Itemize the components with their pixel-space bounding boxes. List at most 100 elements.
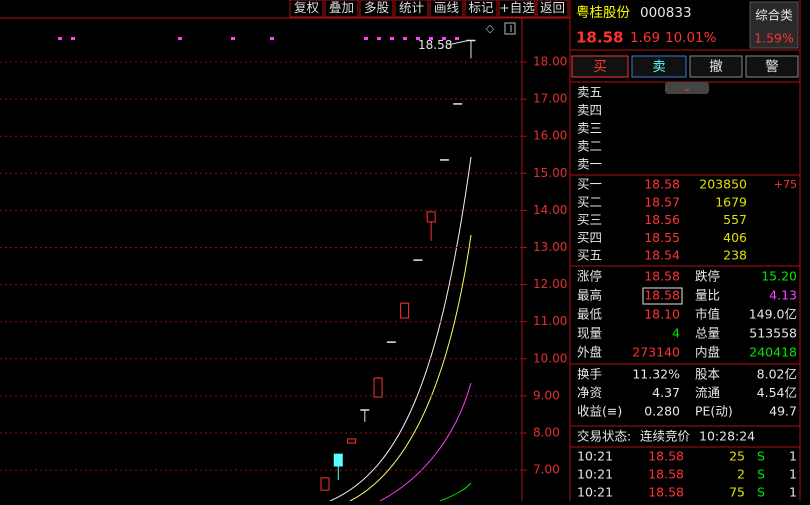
toolbar-label: +自选 — [499, 0, 535, 15]
finance-value: 8.02亿 — [757, 367, 797, 382]
stat-value: 18.10 — [644, 307, 680, 322]
buy-price: 18.57 — [644, 194, 680, 209]
finance-value: 49.7 — [769, 404, 797, 419]
buy-volume: 203850 — [699, 177, 747, 192]
icon[interactable]: ◇ — [486, 22, 495, 35]
sell-level-label: 卖一 — [577, 157, 602, 172]
order-button[interactable] — [571, 55, 629, 78]
finance-value: 11.32% — [632, 367, 680, 382]
order-button-label: 卖 — [652, 59, 666, 75]
stat-value: 513558 — [749, 326, 797, 341]
finance-label: PE(动) — [695, 404, 733, 419]
expand-icon[interactable]: ⌄ — [683, 83, 691, 94]
trade-price: 18.58 — [648, 485, 684, 500]
price-annotation: 18.58 — [418, 38, 452, 52]
stat-label: 最低 — [577, 307, 603, 322]
toolbar-button[interactable] — [498, 0, 536, 18]
toolbar-button[interactable] — [289, 0, 324, 18]
toolbar-label: 叠加 — [329, 0, 354, 15]
toolbar-button[interactable] — [324, 0, 359, 18]
expand-tab[interactable] — [665, 82, 709, 94]
buy-level-label: 买五 — [577, 248, 602, 263]
trade-time: 10:21 — [577, 467, 613, 482]
trade-volume: 25 — [729, 449, 745, 464]
price-change: 1.69 — [630, 30, 660, 46]
order-button[interactable] — [689, 55, 743, 78]
buy-level-label: 买一 — [577, 177, 602, 192]
trade-side: S — [757, 449, 765, 464]
candle-body — [400, 302, 410, 319]
finance-value: 4.37 — [652, 385, 680, 400]
sell-level-label: 卖三 — [577, 121, 602, 136]
toolbar-label: 统计 — [399, 0, 424, 15]
toolbar-button[interactable] — [394, 0, 429, 18]
candle-body — [426, 211, 436, 223]
stock-code: 000833 — [640, 5, 692, 21]
order-button-label: 撤 — [709, 59, 723, 75]
trade-volume: 75 — [729, 485, 745, 500]
highlight-box — [642, 287, 683, 305]
toolbar-label: 复权 — [294, 0, 320, 15]
finance-label: 净资 — [577, 385, 602, 400]
stock-name: 粤桂股份 — [576, 5, 630, 21]
order-button[interactable] — [631, 55, 687, 78]
buy-change: +75 — [774, 178, 797, 191]
buy-volume: 1679 — [715, 194, 747, 209]
ma-line — [379, 382, 472, 502]
toolbar-label: 画线 — [434, 0, 460, 15]
trade-price: 18.58 — [648, 467, 684, 482]
sell-level-label: 卖四 — [577, 103, 602, 118]
y-tick-label: 15.00 — [533, 166, 567, 180]
y-tick-label: 18.00 — [533, 55, 567, 69]
stat-label: 涨停 — [577, 269, 602, 284]
toolbar-label: 返回 — [540, 0, 565, 15]
candle-body — [333, 453, 343, 467]
stat-value: 18.58 — [644, 288, 680, 303]
trade-count: 1 — [789, 485, 797, 500]
stat-value: 4 — [672, 326, 680, 341]
icon[interactable] — [504, 22, 516, 35]
stat-value: 149.0亿 — [749, 307, 797, 322]
order-button-label: 警 — [765, 59, 779, 75]
trade-count: 1 — [789, 449, 797, 464]
trade-price: 18.58 — [648, 449, 684, 464]
buy-price: 18.58 — [644, 177, 680, 192]
buy-level-label: 买四 — [577, 230, 602, 245]
candle-body — [320, 477, 330, 491]
y-tick-label: 12.00 — [533, 277, 567, 291]
trade-count: 1 — [789, 467, 797, 482]
signal-markers — [58, 37, 459, 40]
buy-volume: 406 — [723, 230, 747, 245]
stat-value: 240418 — [749, 345, 797, 360]
candle-body — [347, 438, 357, 444]
toolbar-button[interactable] — [429, 0, 464, 18]
stat-label: 总量 — [695, 326, 720, 341]
finance-label: 股本 — [695, 367, 721, 382]
sector-box[interactable] — [749, 1, 799, 49]
toolbar-button[interactable] — [536, 0, 569, 18]
finance-value: 0.280 — [644, 404, 680, 419]
y-tick-label: 10.00 — [533, 351, 567, 365]
buy-level-label: 买三 — [577, 212, 602, 227]
ma-line — [439, 482, 472, 502]
trade-side: S — [757, 485, 765, 500]
status-state: 连续竞价 — [640, 429, 691, 444]
buy-volume: 238 — [723, 248, 747, 263]
ma-line — [329, 156, 472, 502]
toolbar-button[interactable] — [359, 0, 394, 18]
buy-price: 18.56 — [644, 212, 680, 227]
y-tick-label: 14.00 — [533, 203, 567, 217]
buy-volume: 557 — [723, 212, 747, 227]
status-time: 10:28:24 — [699, 429, 755, 444]
sell-level-label: 卖五 — [577, 85, 602, 100]
y-tick-label: 17.00 — [533, 92, 567, 106]
trade-time: 10:21 — [577, 449, 613, 464]
stat-value: 18.58 — [644, 269, 680, 284]
stat-label: 现量 — [577, 326, 602, 341]
order-button[interactable] — [745, 55, 799, 78]
last-price: 18.58 — [576, 29, 623, 47]
toolbar-button[interactable] — [464, 0, 498, 18]
toolbar-label: 多股 — [364, 0, 390, 15]
finance-label: 流通 — [695, 385, 721, 400]
stat-label: 市值 — [695, 307, 720, 322]
